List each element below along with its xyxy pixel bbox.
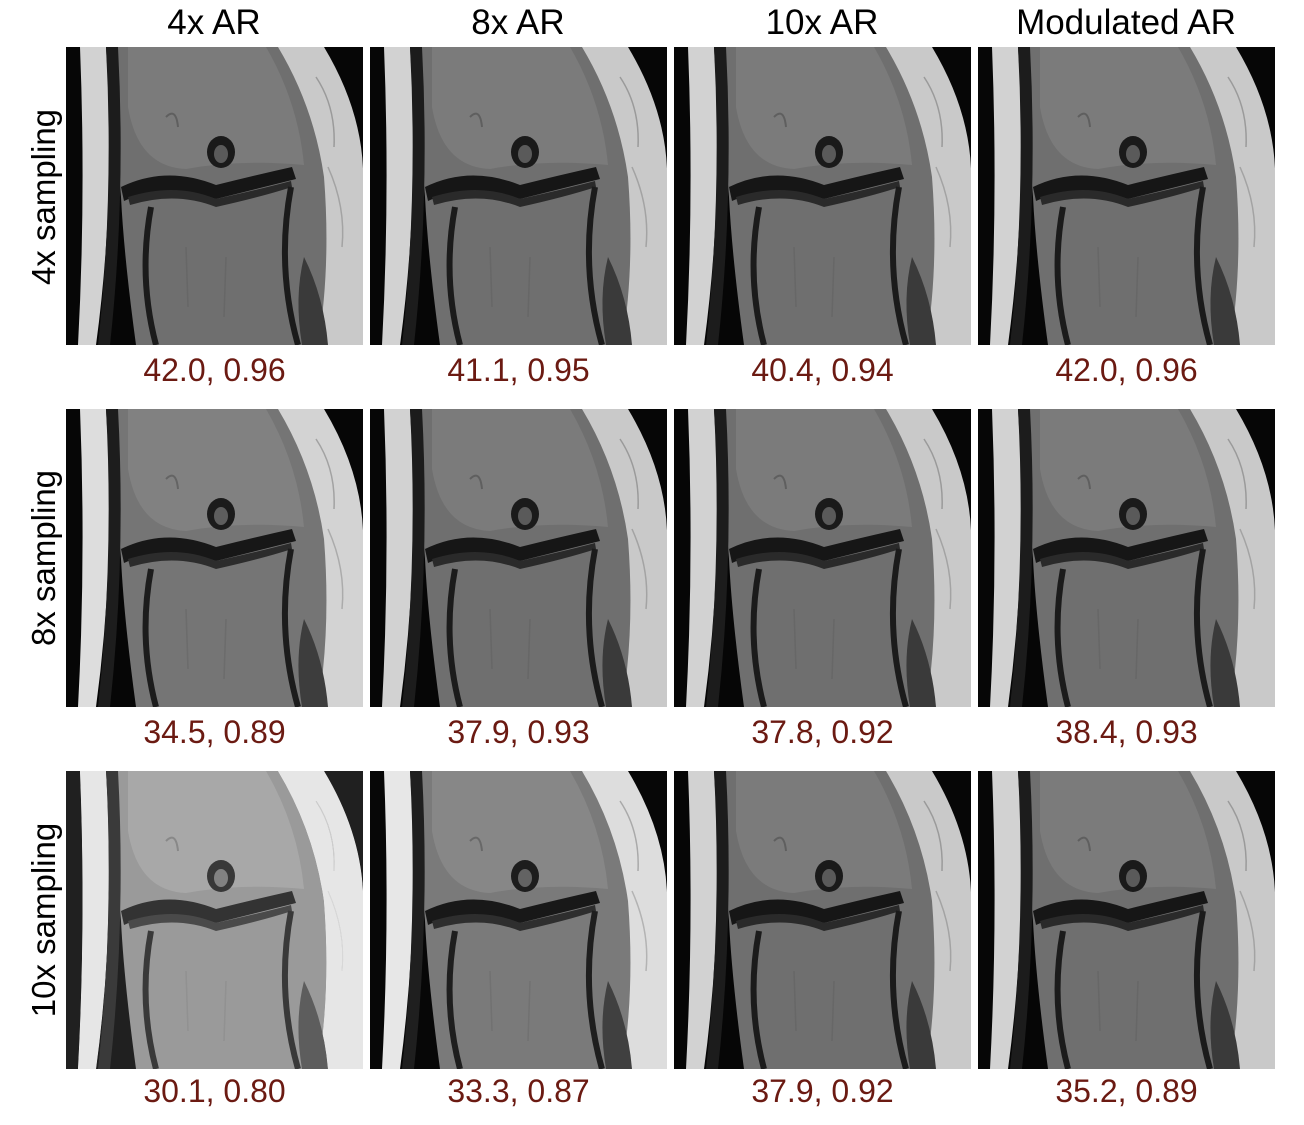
metric-8x-sampling-8x-ar: 37.9, 0.93 bbox=[370, 712, 667, 752]
metric-8x-sampling-4x-ar: 34.5, 0.89 bbox=[66, 712, 363, 752]
mri-image-10x-sampling-modulated-ar bbox=[978, 771, 1275, 1069]
metric-4x-sampling-8x-ar: 41.1, 0.95 bbox=[370, 350, 667, 390]
metric-10x-sampling-8x-ar: 33.3, 0.87 bbox=[370, 1071, 667, 1111]
metric-10x-sampling-10x-ar: 37.9, 0.92 bbox=[674, 1071, 971, 1111]
mri-image-4x-sampling-10x-ar bbox=[674, 47, 971, 345]
mri-image-4x-sampling-4x-ar bbox=[66, 47, 363, 345]
mri-image-8x-sampling-modulated-ar bbox=[978, 409, 1275, 707]
column-header-8x-ar: 8x AR bbox=[370, 2, 666, 44]
column-header-modulated-ar: Modulated AR bbox=[978, 2, 1274, 44]
row-label-4x-sampling: 4x sampling bbox=[22, 47, 66, 347]
column-header-10x-ar: 10x AR bbox=[674, 2, 970, 44]
metric-10x-sampling-4x-ar: 30.1, 0.80 bbox=[66, 1071, 363, 1111]
mri-image-10x-sampling-4x-ar bbox=[66, 771, 363, 1069]
column-header-4x-ar: 4x AR bbox=[66, 2, 362, 44]
mri-image-10x-sampling-10x-ar bbox=[674, 771, 971, 1069]
row-label-8x-sampling: 8x sampling bbox=[22, 408, 66, 708]
mri-image-8x-sampling-8x-ar bbox=[370, 409, 667, 707]
row-label-10x-sampling: 10x sampling bbox=[22, 770, 66, 1070]
metric-8x-sampling-modulated-ar: 38.4, 0.93 bbox=[978, 712, 1275, 752]
mri-image-10x-sampling-8x-ar bbox=[370, 771, 667, 1069]
mri-image-8x-sampling-10x-ar bbox=[674, 409, 971, 707]
metric-4x-sampling-modulated-ar: 42.0, 0.96 bbox=[978, 350, 1275, 390]
metric-4x-sampling-4x-ar: 42.0, 0.96 bbox=[66, 350, 363, 390]
metric-8x-sampling-10x-ar: 37.8, 0.92 bbox=[674, 712, 971, 752]
mri-image-4x-sampling-8x-ar bbox=[370, 47, 667, 345]
mri-image-4x-sampling-modulated-ar bbox=[978, 47, 1275, 345]
metric-10x-sampling-modulated-ar: 35.2, 0.89 bbox=[978, 1071, 1275, 1111]
metric-4x-sampling-10x-ar: 40.4, 0.94 bbox=[674, 350, 971, 390]
mri-image-8x-sampling-4x-ar bbox=[66, 409, 363, 707]
